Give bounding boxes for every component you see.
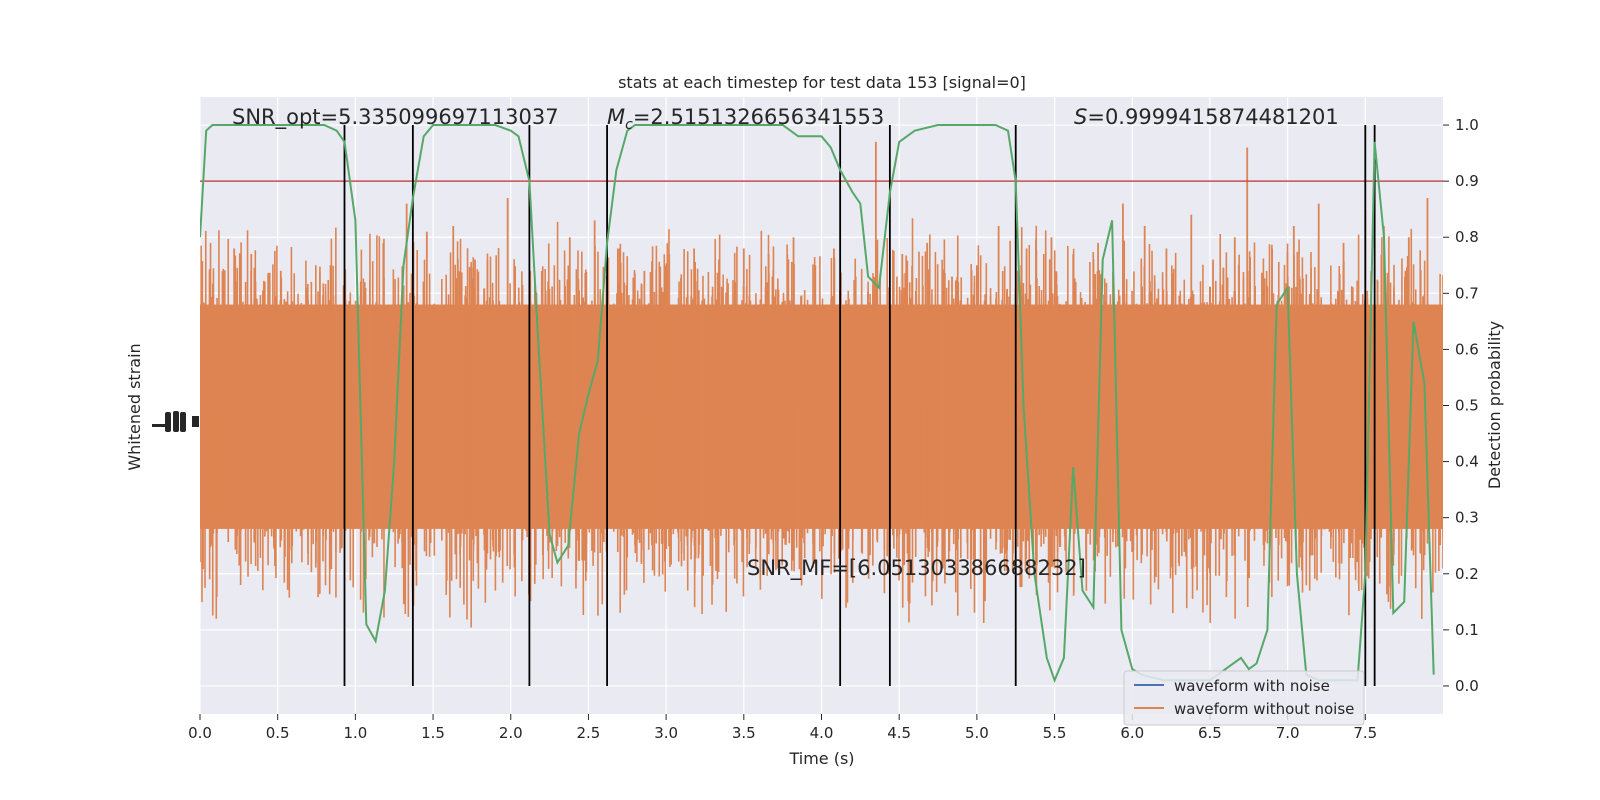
x-tick-label: 1.5 <box>421 724 445 742</box>
right-y-axis-label: Detection probability <box>1485 321 1504 489</box>
y-tick-label: 0.7 <box>1455 284 1479 302</box>
x-tick-label: 1.0 <box>343 724 367 742</box>
y-tick-label: 0.1 <box>1455 621 1479 639</box>
x-tick-label: 6.0 <box>1120 724 1144 742</box>
waveform-without-noise <box>200 141 1443 628</box>
y-tick-label: 0.2 <box>1455 565 1479 583</box>
tick-blob <box>192 416 199 427</box>
left-axis-overlapping-ticks <box>152 411 199 432</box>
right-y-axis-ticks: 0.0 0.1 0.2 0.3 0.4 0.5 0.6 0.7 0.8 0.9 1.0 <box>1443 116 1479 695</box>
x-tick-label: 7.0 <box>1276 724 1300 742</box>
tick-blob <box>180 412 186 432</box>
x-tick-label: 3.0 <box>654 724 678 742</box>
y-tick-label: 0.8 <box>1455 228 1479 246</box>
x-tick-label: 4.5 <box>887 724 911 742</box>
tick-blob <box>165 412 171 432</box>
y-tick-label: 0.6 <box>1455 340 1479 358</box>
x-axis-ticks: 0.0 0.5 1.0 1.5 2.0 2.5 3.0 3.5 4.0 4.5 5.0 5.5 6.0 6… <box>188 714 1377 742</box>
y-tick-label: 0.3 <box>1455 509 1479 527</box>
x-tick-label: 3.5 <box>732 724 756 742</box>
y-tick-label: 0.9 <box>1455 172 1479 190</box>
x-tick-label: 5.5 <box>1043 724 1067 742</box>
y-tick-label: 0.4 <box>1455 453 1479 471</box>
x-tick-label: 5.0 <box>965 724 989 742</box>
x-tick-label: 0.5 <box>266 724 290 742</box>
left-y-axis-label: Whitened strain <box>125 343 144 470</box>
x-tick-label: 7.5 <box>1353 724 1377 742</box>
annotation-mc: Mc=2.5151326656341553 <box>607 105 884 133</box>
legend: waveform with noise waveform without noi… <box>1123 670 1365 726</box>
annotation-snr-mf: SNR_MF=[6.051303386688232] <box>747 556 1086 581</box>
x-tick-label: 2.5 <box>577 724 601 742</box>
event-markers <box>343 125 1376 686</box>
x-tick-label: 0.0 <box>188 724 212 742</box>
x-tick-label: 6.5 <box>1198 724 1222 742</box>
detection-probability-line <box>200 124 1435 684</box>
tick-blob <box>173 411 179 432</box>
y-tick-label: 0.5 <box>1455 397 1479 415</box>
annotation-snr-opt: SNR_opt=5.335099697113037 <box>232 105 559 130</box>
y-tick-label: 1.0 <box>1455 116 1479 134</box>
chart-title: stats at each timestep for test data 153… <box>618 73 1026 92</box>
legend-label-without-noise: waveform without noise <box>1174 700 1354 718</box>
x-tick-label: 2.0 <box>499 724 523 742</box>
x-axis-label: Time (s) <box>788 749 854 768</box>
annotation-s: S=0.9999415874481201 <box>1074 105 1339 129</box>
legend-label-with-noise: waveform with noise <box>1174 677 1330 695</box>
y-tick-label: 0.0 <box>1455 677 1479 695</box>
x-tick-label: 4.0 <box>810 724 834 742</box>
legend-box <box>1123 670 1365 726</box>
tick-blob <box>152 424 170 427</box>
